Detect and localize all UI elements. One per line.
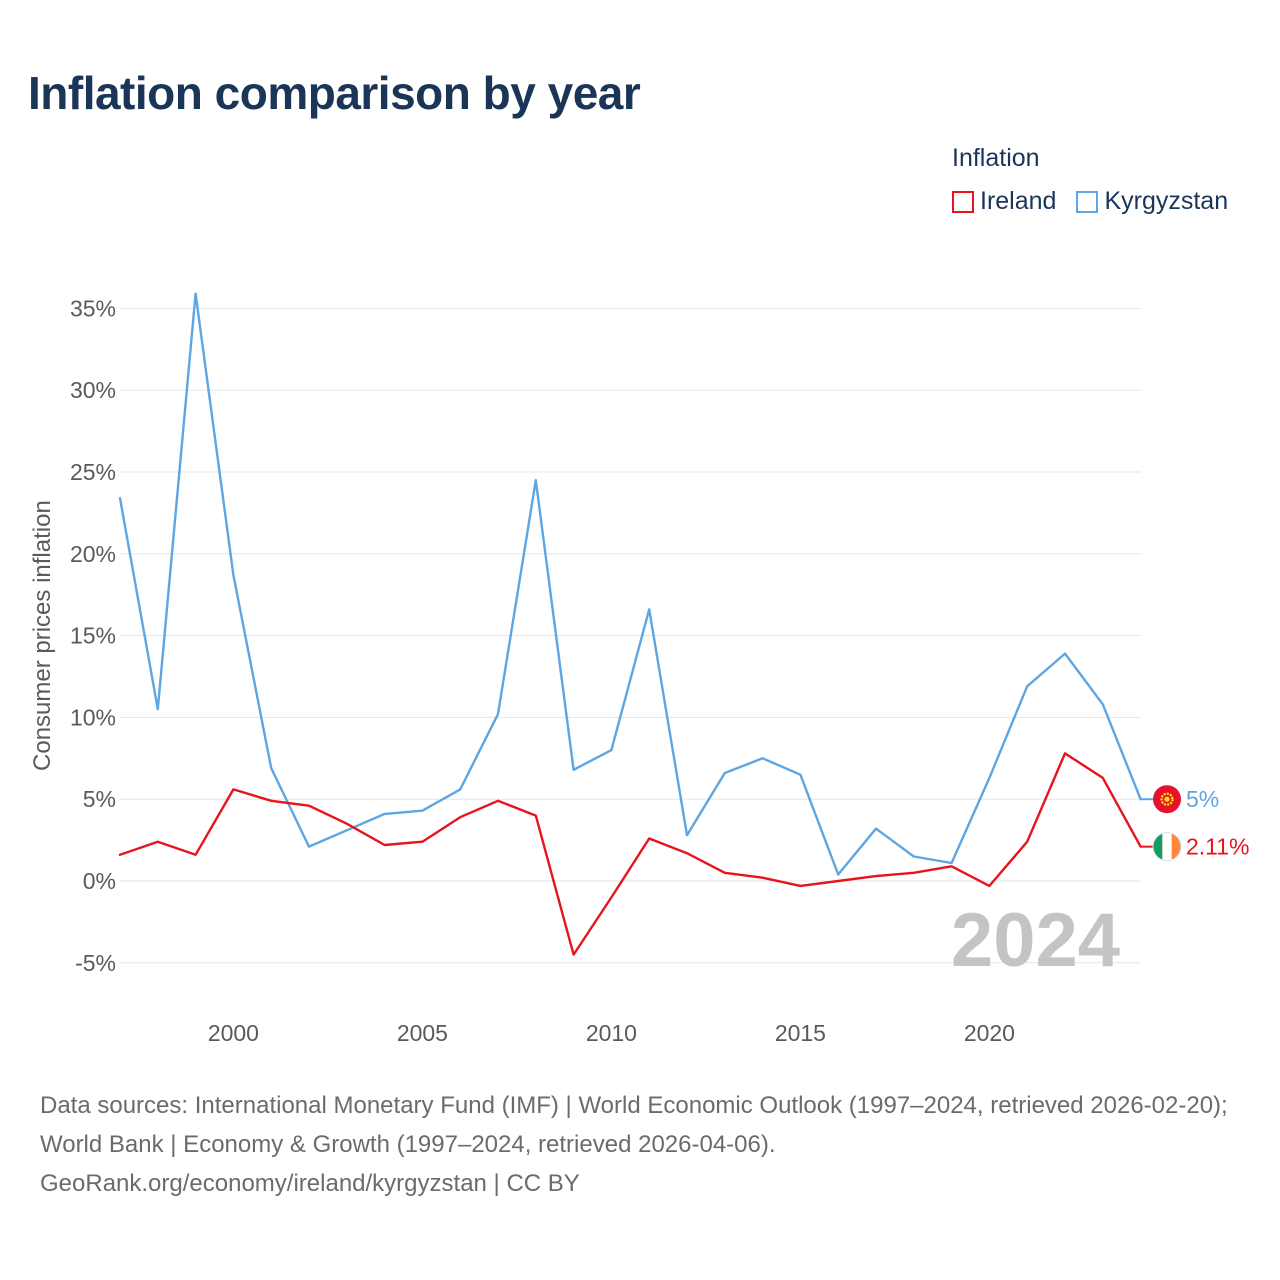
year-watermark: 2024 [951, 898, 1120, 983]
x-tick-label: 2010 [586, 1020, 637, 1046]
legend-label-kyrgyzstan: Kyrgyzstan [1104, 187, 1229, 215]
x-tick-label: 2020 [964, 1020, 1015, 1046]
legend-item-kyrgyzstan[interactable]: Kyrgyzstan [1076, 187, 1228, 216]
end-value-label-ireland: 2.11% [1186, 834, 1250, 860]
legend: Inflation Ireland Kyrgyzstan [952, 144, 1228, 216]
y-tick-label: 20% [70, 541, 116, 567]
kyrgyzstan-flag-icon [1153, 785, 1181, 814]
y-axis-label: Consumer prices inflation [29, 500, 56, 771]
y-tick-label: 30% [70, 377, 116, 403]
series-line-kyrgyzstan [118, 292, 1142, 876]
legend-title: Inflation [952, 144, 1040, 172]
legend-label-ireland: Ireland [980, 187, 1057, 215]
y-tick-label: 35% [70, 295, 116, 321]
series-line-ireland [118, 752, 1142, 956]
legend-swatch-kyrgyzstan [1076, 190, 1099, 213]
ireland-flag-icon [1152, 832, 1182, 862]
y-tick-label: 10% [70, 704, 116, 730]
legend-item-ireland[interactable]: Ireland [952, 187, 1056, 216]
y-tick-label: 15% [70, 623, 116, 649]
y-tick-label: -5% [75, 950, 116, 976]
x-tick-label: 2015 [775, 1020, 826, 1046]
page-title: Inflation comparison by year [28, 67, 641, 119]
source-url: GeoRank.org/economy/ireland/kyrgyzstan |… [40, 1170, 580, 1197]
legend-swatch-ireland [952, 190, 974, 213]
x-tick-label: 2005 [397, 1020, 448, 1046]
y-tick-label: 0% [83, 868, 116, 894]
inflation-line-chart: -5% 0% 5% 10% 15% 20% 25% 30% 35% 2000 2005 2010 201… [29, 292, 1250, 1046]
y-tick-label: 25% [70, 459, 116, 485]
data-sources-note: Data sources: International Monetary Fun… [40, 1092, 1228, 1158]
footer: Data sources: International Monetary Fun… [40, 1086, 1250, 1203]
x-tick-label: 2000 [208, 1020, 259, 1046]
y-tick-label: 5% [83, 786, 116, 812]
end-value-label-kyrgyzstan: 5% [1186, 786, 1219, 812]
